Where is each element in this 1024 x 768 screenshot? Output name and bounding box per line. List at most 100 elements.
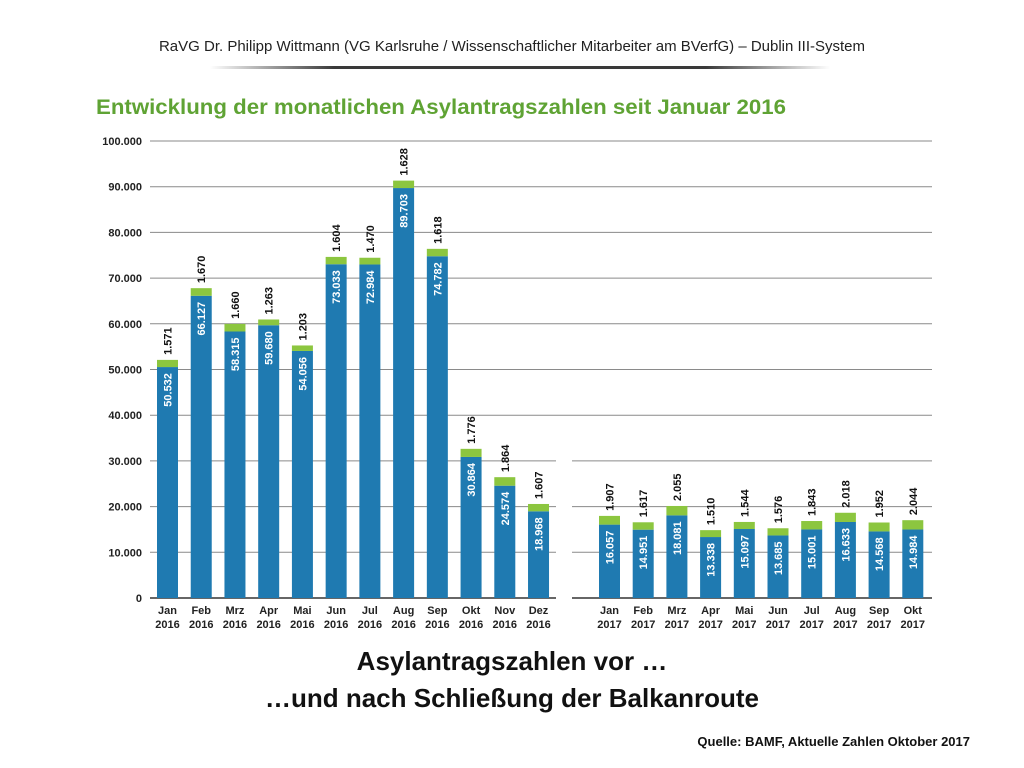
bar-segment-green bbox=[801, 521, 823, 530]
x-tick-label: Okt bbox=[904, 605, 923, 617]
bar-segment-blue bbox=[291, 350, 313, 598]
x-tick-label: Mai bbox=[735, 605, 753, 617]
bar-value-label: 89.703 bbox=[399, 194, 411, 228]
bar-segment-blue bbox=[393, 188, 415, 598]
bar-value-label: 1.544 bbox=[739, 489, 751, 517]
bar-segment-green bbox=[359, 257, 381, 265]
x-tick-label: Mai bbox=[293, 605, 311, 617]
x-tick-label: Jan bbox=[158, 605, 177, 617]
bar-segment-green bbox=[733, 521, 755, 530]
bar-value-label: 1.843 bbox=[807, 488, 819, 516]
y-tick-label: 70.000 bbox=[108, 273, 142, 285]
bar-value-label: 1.660 bbox=[230, 291, 242, 319]
bar-value-label: 1.470 bbox=[365, 225, 377, 253]
bar-value-label: 1.576 bbox=[773, 496, 785, 524]
bar-segment-blue bbox=[834, 521, 856, 598]
bar-segment-green bbox=[224, 323, 246, 332]
chart-title: Entwicklung der monatlichen Asylantragsz… bbox=[96, 96, 786, 119]
bar-value-label: 1.864 bbox=[500, 444, 512, 472]
x-tick-label: 2017 bbox=[597, 619, 621, 631]
bar-value-label: 1.617 bbox=[638, 490, 650, 518]
bar-segment-green bbox=[157, 359, 178, 368]
bar-value-label: 18.968 bbox=[534, 517, 546, 551]
x-tick-label: 2016 bbox=[493, 619, 517, 631]
bar-segment-green bbox=[666, 505, 688, 516]
slide-subtitle-line-2: …und nach Schließung der Balkanroute bbox=[264, 683, 760, 713]
bar-segment-blue bbox=[224, 331, 246, 598]
bar-value-label: 1.618 bbox=[432, 216, 444, 244]
bar-value-label: 14.984 bbox=[908, 535, 920, 570]
bar-value-label: 2.018 bbox=[840, 480, 852, 508]
bar-value-label: 13.338 bbox=[706, 543, 718, 577]
bar-segment-green bbox=[599, 515, 620, 525]
bar-value-label: 1.263 bbox=[264, 287, 276, 315]
bar-value-label: 58.315 bbox=[230, 338, 242, 372]
x-tick-label: Jul bbox=[804, 605, 820, 617]
x-tick-label: 2016 bbox=[526, 619, 550, 631]
x-tick-label: Feb bbox=[633, 605, 653, 617]
bar-value-label: 13.685 bbox=[773, 541, 785, 575]
y-tick-label: 0 bbox=[136, 593, 142, 605]
y-tick-label: 40.000 bbox=[108, 410, 142, 422]
y-tick-label: 90.000 bbox=[108, 182, 142, 194]
x-tick-label: 2016 bbox=[155, 619, 179, 631]
bar-value-label: 24.574 bbox=[500, 491, 512, 526]
x-tick-label: 2016 bbox=[425, 619, 449, 631]
x-tick-label: 2017 bbox=[799, 619, 823, 631]
bar-value-label: 1.670 bbox=[196, 256, 208, 284]
bar-value-label: 16.633 bbox=[840, 528, 852, 562]
x-tick-label: 2016 bbox=[391, 619, 415, 631]
x-tick-label: 2016 bbox=[324, 619, 348, 631]
x-tick-label: 2016 bbox=[189, 619, 213, 631]
bar-value-label: 1.203 bbox=[297, 313, 309, 341]
bar-value-label: 1.607 bbox=[534, 471, 546, 499]
source-note: Quelle: BAMF, Aktuelle Zahlen Oktober 20… bbox=[697, 734, 970, 749]
y-tick-label: 50.000 bbox=[108, 365, 142, 377]
bar-value-label: 30.864 bbox=[466, 462, 478, 497]
x-tick-label: Aug bbox=[835, 605, 856, 617]
bar-value-label: 1.604 bbox=[331, 223, 343, 251]
bar-segment-blue bbox=[801, 529, 823, 598]
x-tick-label: Okt bbox=[462, 605, 481, 617]
x-tick-label: Nov bbox=[494, 605, 516, 617]
bar-segment-green bbox=[325, 256, 347, 265]
bar-value-label: 14.568 bbox=[874, 537, 886, 571]
bar-segment-blue bbox=[258, 325, 280, 598]
x-tick-label: 2017 bbox=[833, 619, 857, 631]
bar-value-label: 54.056 bbox=[297, 357, 309, 391]
x-tick-label: 2016 bbox=[256, 619, 280, 631]
x-tick-label: Jul bbox=[362, 605, 378, 617]
bar-value-label: 66.127 bbox=[196, 302, 208, 336]
x-tick-label: 2017 bbox=[631, 619, 655, 631]
x-tick-label: 2017 bbox=[732, 619, 756, 631]
x-tick-label: Sep bbox=[427, 605, 447, 617]
slide-header: RaVG Dr. Philipp Wittmann (VG Karlsruhe … bbox=[158, 38, 866, 55]
y-axis-ticks: 0 10.000 20.000 30.000 40.000 50.000 60.000 70.… bbox=[102, 136, 142, 605]
bar-value-label: 72.984 bbox=[365, 270, 377, 305]
x-tick-label: Jun bbox=[326, 605, 346, 617]
bar-segment-blue bbox=[528, 511, 550, 598]
bar-segment-green bbox=[291, 345, 313, 351]
x-tick-label: 2017 bbox=[665, 619, 689, 631]
bar-segment-blue bbox=[190, 295, 212, 598]
bar-value-label: 1.571 bbox=[163, 327, 175, 355]
y-tick-label: 20.000 bbox=[108, 502, 142, 514]
bar-segment-green bbox=[393, 180, 415, 189]
x-tick-label: 2017 bbox=[867, 619, 891, 631]
bar-value-label: 2.044 bbox=[908, 487, 920, 515]
bar-segment-blue bbox=[767, 535, 789, 598]
bar-value-label: 50.532 bbox=[163, 373, 175, 407]
bar-segment-blue bbox=[599, 524, 620, 598]
bar-value-label: 14.951 bbox=[638, 536, 650, 570]
x-tick-label: Mrz bbox=[667, 605, 686, 617]
y-tick-label: 10.000 bbox=[108, 547, 142, 559]
x-tick-label: Jan bbox=[600, 605, 619, 617]
bar-value-label: 18.081 bbox=[672, 521, 684, 555]
bar-segment-blue bbox=[632, 529, 654, 598]
bar-segment-blue bbox=[426, 256, 448, 598]
gridlines bbox=[150, 140, 932, 599]
x-tick-label: Dez bbox=[529, 605, 549, 617]
x-tick-label: Feb bbox=[191, 605, 211, 617]
x-tick-label: 2016 bbox=[459, 619, 483, 631]
bar-segment-blue bbox=[868, 531, 890, 598]
